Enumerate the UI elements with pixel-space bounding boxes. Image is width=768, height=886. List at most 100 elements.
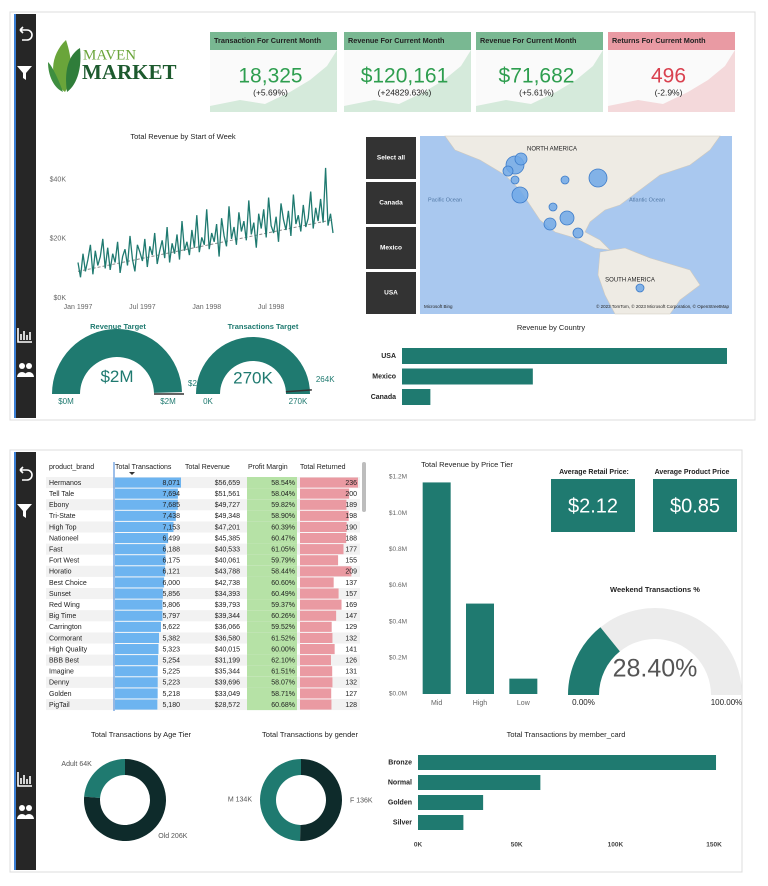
gauge-value [568, 627, 620, 695]
bubble[interactable] [572, 227, 584, 239]
slicer-label: Mexico [380, 245, 402, 252]
slicer-button[interactable] [366, 227, 416, 269]
slicer-button[interactable] [366, 272, 416, 314]
report-button[interactable] [17, 772, 32, 787]
x-tick-label: High [473, 700, 488, 707]
kpi-title: Returns For Current Month [612, 36, 706, 45]
filter-button[interactable] [17, 66, 32, 80]
gauge-track [568, 608, 742, 695]
x-tick-label: 50K [511, 842, 523, 849]
x-tick-label: Mid [431, 700, 442, 707]
cell: $43,788 [215, 569, 240, 576]
scrollbar[interactable] [362, 462, 366, 512]
cell: 58.54% [271, 480, 295, 487]
cell: 61.51% [271, 669, 295, 676]
margin-bg [247, 665, 297, 677]
data-bar [300, 688, 332, 699]
cell: 198 [345, 513, 357, 520]
cell: $47,201 [215, 524, 240, 531]
data-bar [300, 699, 332, 710]
cell: PigTail [49, 702, 70, 709]
row-bg [46, 477, 360, 489]
cell: Fort West [49, 558, 79, 565]
cell: $42,738 [215, 580, 240, 587]
data-bar [300, 677, 333, 688]
chart-title: Total Transactions by member_card [507, 730, 626, 739]
filter-button[interactable] [17, 504, 32, 518]
data-bar [300, 521, 347, 532]
bubble[interactable] [510, 175, 520, 185]
bubble[interactable] [543, 217, 557, 231]
gauge-value [196, 337, 310, 394]
data-bar [300, 577, 334, 588]
row-bg [46, 632, 360, 644]
slicer-button[interactable] [366, 182, 416, 224]
map-label: Atlantic Ocean [629, 197, 665, 203]
cell: 6,000 [162, 580, 180, 587]
cell: Nationeel [49, 535, 79, 542]
kpi-title: Revenue For Current Month [348, 36, 444, 45]
cell: 7,438 [162, 513, 180, 520]
cell: 131 [345, 669, 357, 676]
chart-title: Total Revenue by Start of Week [130, 132, 236, 141]
data-bar [300, 632, 333, 643]
margin-bg [247, 654, 297, 666]
cell: $39,793 [215, 602, 240, 609]
cell: Fast [49, 546, 63, 553]
data-bar [300, 477, 358, 488]
cell: 58.07% [271, 680, 295, 687]
bubble[interactable] [502, 165, 514, 177]
back-button[interactable] [19, 466, 33, 481]
people-button[interactable] [17, 363, 34, 377]
margin-bg [247, 699, 297, 711]
logo-text: MARKET [82, 60, 177, 84]
cell: High Top [49, 524, 77, 531]
cell: 5,797 [162, 613, 180, 620]
data-bar [115, 566, 166, 577]
data-bar [115, 510, 176, 521]
people-button[interactable] [17, 805, 34, 819]
icon-part [19, 805, 25, 811]
cell: 7,153 [162, 524, 180, 531]
cell: 60.26% [271, 613, 295, 620]
data-bar [115, 533, 169, 544]
gauge-min-label: 0K [203, 397, 213, 406]
cell: $34,393 [215, 591, 240, 598]
cell: 5,254 [162, 657, 180, 664]
margin-bg [247, 554, 297, 566]
bar [418, 795, 484, 810]
category-label: Golden [388, 799, 412, 806]
bubble[interactable] [588, 168, 608, 188]
map-label: NORTH AMERICA [527, 147, 577, 153]
cell: High Quality [49, 646, 88, 653]
bubble[interactable] [511, 186, 529, 204]
margin-bg [247, 499, 297, 511]
cell: 5,180 [162, 702, 180, 709]
donut-slice [300, 759, 343, 841]
cell: Imagine [49, 669, 74, 676]
margin-bg [247, 643, 297, 655]
donut-slice [83, 759, 166, 841]
icon-part [17, 814, 34, 819]
cell: $33,049 [215, 691, 240, 698]
bubble[interactable] [559, 210, 575, 226]
x-tick-label: Jan 1998 [192, 304, 221, 311]
back-button[interactable] [19, 26, 33, 41]
row-bg [46, 676, 360, 688]
sparkline [344, 50, 471, 112]
report-button[interactable] [17, 328, 32, 343]
sparkline [210, 50, 337, 112]
bubble[interactable] [560, 175, 570, 185]
x-tick-label: 0K [414, 842, 423, 849]
category-label: USA [381, 353, 396, 360]
margin-bg [247, 588, 297, 600]
bubble[interactable] [548, 202, 558, 212]
margin-bg [247, 565, 297, 577]
margin-bg [247, 521, 297, 533]
kpi-change: (+5.69%) [253, 87, 288, 97]
margin-bg [247, 621, 297, 633]
slicer-button[interactable] [366, 137, 416, 179]
bubble[interactable] [514, 152, 528, 166]
bubble[interactable] [635, 283, 645, 293]
